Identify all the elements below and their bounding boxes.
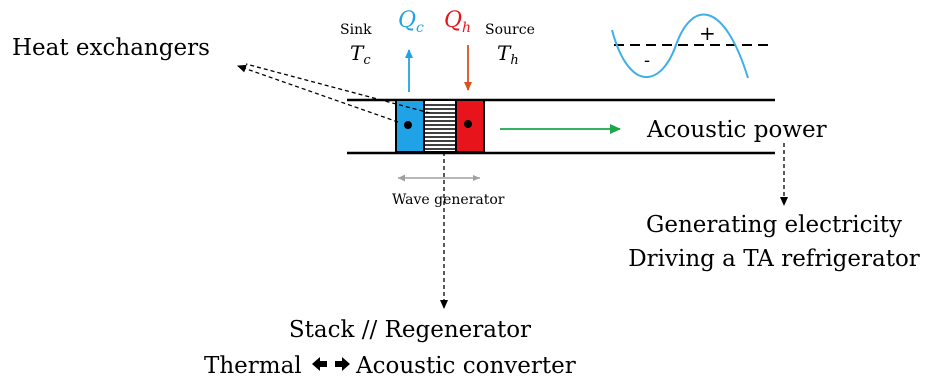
bidirectional-arrow-icon xyxy=(312,357,350,371)
heat-exchanger-pointer-2 xyxy=(245,63,431,114)
heat-exchanger-pointer-1 xyxy=(237,64,399,123)
driving-refrigerator-label: Driving a TA refrigerator xyxy=(628,246,920,272)
wave-generator-label: Wave generator xyxy=(392,192,505,208)
cold-exchanger-dot xyxy=(404,121,412,129)
generating-electricity-label: Generating electricity xyxy=(646,212,902,238)
stack-regenerator-label: Stack // Regenerator xyxy=(289,317,531,343)
heat-exchangers-label: Heat exchangers xyxy=(12,35,210,61)
pressure-wave xyxy=(611,13,749,79)
stack-regenerator xyxy=(423,99,457,153)
thermal-label: Thermal xyxy=(204,353,302,379)
sink-temperature: Tc xyxy=(350,41,371,68)
wave-minus-sign: - xyxy=(644,50,650,71)
sink-label: Sink xyxy=(340,22,372,38)
qc-label: Qc xyxy=(398,8,424,36)
source-temperature: Th xyxy=(497,41,519,68)
acoustic-converter-label: Acoustic converter xyxy=(355,353,576,379)
source-label: Source xyxy=(485,22,535,38)
acoustic-power-label: Acoustic power xyxy=(646,117,827,143)
wave-plus-sign: + xyxy=(699,21,716,45)
qh-label: Qh xyxy=(444,8,471,36)
hot-exchanger-dot xyxy=(464,120,472,128)
